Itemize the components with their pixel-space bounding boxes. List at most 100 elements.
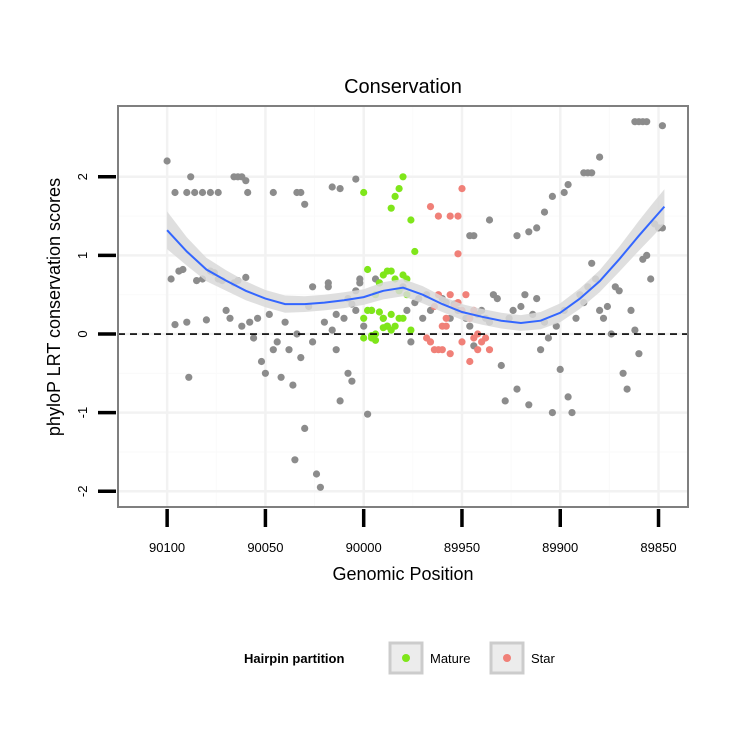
data-point-other	[501, 397, 509, 405]
data-point-other	[242, 273, 250, 281]
data-point-star	[462, 291, 470, 299]
data-point-other	[513, 232, 521, 240]
data-point-other	[336, 397, 344, 405]
data-point-other	[340, 314, 348, 322]
data-point-mature	[379, 324, 387, 332]
data-point-other	[273, 338, 281, 346]
legend-item-mature: Mature	[388, 641, 470, 675]
data-point-other	[206, 188, 214, 197]
data-point-other	[269, 188, 277, 197]
plot-background	[118, 106, 688, 507]
data-point-other	[564, 181, 572, 189]
data-point-other	[167, 275, 175, 283]
legend-title: Hairpin partition	[244, 651, 344, 666]
data-point-other	[623, 385, 631, 393]
data-point-other	[297, 188, 305, 197]
data-point-mature	[407, 326, 415, 334]
y-tick-label: 2	[75, 173, 90, 180]
y-axis-title: phyloP LRT conservation scores	[44, 178, 64, 436]
data-point-star	[454, 250, 462, 258]
data-point-other	[198, 188, 207, 197]
data-point-mature	[371, 336, 380, 344]
legend-key-mature	[388, 641, 424, 675]
data-point-mature	[387, 310, 395, 318]
data-point-other	[635, 350, 643, 358]
data-point-other	[552, 322, 560, 330]
data-point-other	[214, 188, 222, 197]
data-point-other	[537, 346, 545, 354]
data-point-other	[332, 310, 340, 318]
data-point-other	[344, 369, 352, 377]
data-point-star	[454, 212, 462, 220]
data-point-other	[513, 385, 521, 393]
data-point-mature	[364, 265, 372, 274]
data-point-other	[185, 373, 193, 381]
data-point-other	[183, 318, 191, 326]
data-point-other	[250, 334, 258, 342]
data-point-other	[242, 177, 250, 185]
data-point-other	[493, 295, 501, 303]
legend-swatch-star	[503, 654, 511, 662]
data-point-other	[525, 228, 533, 236]
data-point-other	[328, 326, 336, 334]
data-point-other	[533, 224, 541, 232]
data-point-other	[277, 373, 285, 381]
data-point-mature	[360, 334, 368, 342]
y-tick-label: 1	[75, 252, 90, 259]
data-point-star	[438, 346, 446, 354]
data-point-other	[568, 409, 576, 417]
data-point-star	[470, 334, 478, 342]
data-point-other	[244, 188, 252, 197]
data-point-other	[470, 232, 478, 240]
legend-swatch-mature	[402, 654, 410, 662]
data-point-other	[297, 354, 305, 362]
data-point-star	[485, 346, 494, 354]
data-point-mature	[391, 322, 399, 330]
data-point-other	[193, 277, 201, 285]
data-point-other	[544, 334, 553, 342]
data-point-mature	[360, 314, 368, 322]
data-point-other	[246, 318, 254, 326]
data-point-other	[485, 216, 494, 224]
data-point-other	[352, 306, 360, 314]
y-tick-label: -1	[75, 407, 90, 419]
plot-border	[117, 105, 689, 508]
data-point-other	[301, 424, 309, 432]
data-point-star	[458, 338, 466, 346]
x-tick-label: 90000	[346, 540, 382, 555]
data-point-other	[403, 306, 411, 314]
legend: Hairpin partition Mature Star	[244, 641, 556, 675]
data-point-star	[446, 291, 454, 299]
legend-label-star: Star	[531, 651, 556, 666]
data-point-other	[301, 200, 309, 208]
data-point-other	[269, 346, 277, 354]
data-point-other	[312, 470, 321, 478]
data-point-other	[289, 381, 297, 389]
data-point-other	[658, 122, 667, 130]
data-point-other	[222, 306, 230, 314]
data-point-other	[309, 283, 317, 291]
data-point-other	[564, 393, 572, 401]
data-point-star	[434, 212, 442, 220]
data-point-other	[293, 330, 301, 338]
y-tick-label: 0	[75, 330, 90, 337]
data-point-other	[588, 259, 596, 267]
data-point-mature	[375, 308, 383, 316]
legend-label-mature: Mature	[430, 651, 470, 666]
data-point-other	[560, 188, 568, 197]
data-point-star	[458, 185, 466, 193]
x-axis-title: Genomic Position	[332, 564, 473, 584]
data-point-star	[446, 350, 454, 358]
data-point-other	[226, 314, 234, 322]
data-point-other	[407, 338, 415, 346]
x-tick-label: 90100	[149, 540, 185, 555]
data-point-other	[254, 314, 262, 322]
data-point-star	[442, 314, 450, 322]
y-axis: -2 -1 0 1 2	[75, 173, 116, 497]
data-point-star	[466, 357, 474, 366]
data-point-other	[521, 291, 529, 299]
data-point-other	[285, 346, 293, 354]
data-point-other	[599, 314, 608, 322]
data-point-mature	[399, 271, 407, 279]
data-point-other	[309, 338, 317, 346]
